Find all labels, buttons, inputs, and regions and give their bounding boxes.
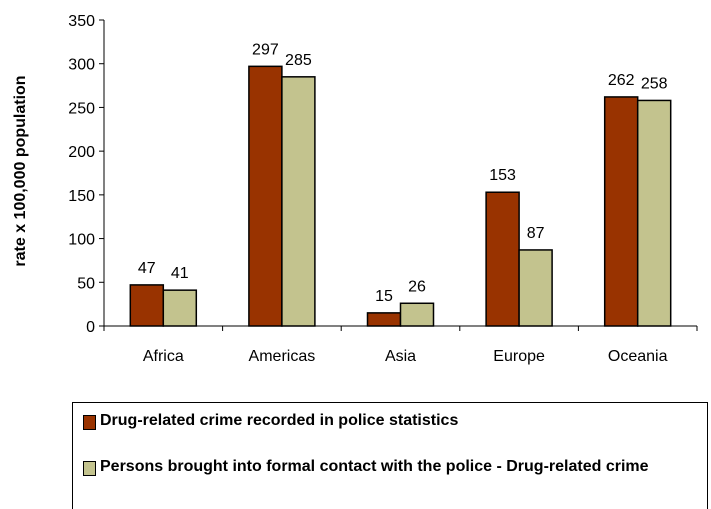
legend: Drug-related crime recorded in police st… (72, 402, 708, 509)
y-tick-label: 350 (68, 13, 95, 30)
y-tick-label: 200 (68, 144, 95, 161)
y-tick-label: 50 (77, 275, 95, 292)
legend-item-series-2: Persons brought into formal contact with… (83, 457, 700, 477)
bar-series-2 (518, 249, 553, 327)
bar-series-2 (636, 99, 672, 327)
data-label-series-1: 297 (252, 41, 279, 58)
data-label-series-1: 262 (608, 72, 635, 89)
data-label-series-1: 15 (375, 288, 393, 305)
y-tick-label: 300 (68, 57, 95, 74)
x-tick-label: Oceania (608, 348, 668, 365)
y-tick-label: 250 (68, 100, 95, 117)
bar-series-1 (366, 312, 402, 327)
x-tick-label: Europe (493, 348, 545, 365)
bar-series-2 (162, 289, 198, 327)
data-label-series-2: 258 (641, 75, 668, 92)
bar-series-2 (281, 76, 316, 327)
legend-label-series-2: Persons brought into formal contact with… (100, 458, 649, 475)
data-label-series-2: 87 (527, 225, 545, 242)
bar-series-1 (603, 96, 639, 327)
y-tick-label: 0 (86, 319, 95, 336)
plot-area: 0 50 100 150 200 250 300 350 Africa 47 41 Americas 2… (68, 13, 698, 365)
bar-series-1 (248, 65, 283, 327)
legend-swatch-series-2 (83, 461, 96, 476)
data-label-series-2: 26 (408, 278, 426, 295)
y-axis-title-group: rate x 100,000 population (12, 75, 29, 266)
x-tick-label: Asia (385, 348, 416, 365)
x-tick-label: Africa (143, 348, 184, 365)
y-tick-label: 100 (68, 232, 95, 249)
data-label-series-2: 41 (171, 265, 189, 282)
data-label-series-1: 153 (489, 167, 516, 184)
bar-series-1 (485, 191, 520, 327)
data-label-series-1: 47 (138, 260, 156, 277)
y-tick-label: 150 (68, 188, 95, 205)
data-label-series-2: 285 (285, 52, 312, 69)
bar-chart: rate x 100,000 population 0 50 100 150 200 25… (12, 13, 698, 365)
legend-item-series-1: Drug-related crime recorded in police st… (83, 411, 700, 431)
bar-series-1 (129, 284, 165, 327)
bar-series-2 (399, 302, 435, 327)
y-axis-title: rate x 100,000 population (12, 75, 29, 266)
legend-label-series-1: Drug-related crime recorded in police st… (100, 412, 459, 429)
x-tick-label: Americas (249, 348, 316, 365)
legend-swatch-series-1 (83, 415, 96, 430)
